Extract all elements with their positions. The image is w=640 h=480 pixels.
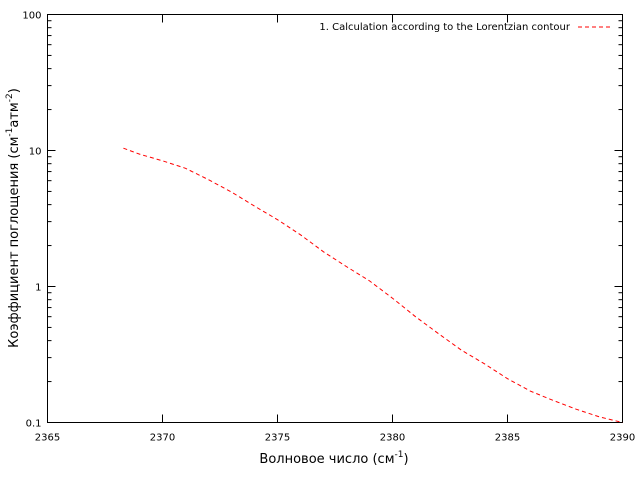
series-line-1 (123, 147, 623, 423)
x-tick-label: 2390 (610, 433, 635, 444)
x-axis-label: Волновое число (см-1) (259, 450, 408, 467)
legend-label: 1. Calculation according to the Lorentzi… (319, 22, 570, 33)
x-tick-label: 2380 (380, 433, 405, 444)
series-layer (123, 147, 623, 423)
plot-frame (47, 14, 623, 423)
x-tick-label: 2365 (35, 433, 60, 444)
x-tick-label: 2385 (495, 433, 520, 444)
y-tick-label: 100 (22, 11, 41, 22)
y-axis-label: Коэффициент поглощения (см-1атм-2) (5, 88, 22, 348)
y-tick-label: 0.1 (26, 419, 42, 430)
x-tick-label: 2375 (265, 433, 290, 444)
y-tick-label: 1 (35, 283, 41, 294)
y-tick-label: 10 (29, 147, 42, 158)
axis-ticks (47, 14, 623, 423)
legend: 1. Calculation according to the Lorentzi… (319, 22, 611, 33)
tick-labels: 2365 2370 2375 2380 2385 2390 0.1 1 10 100 (22, 11, 635, 444)
x-tick-label: 2370 (150, 433, 175, 444)
